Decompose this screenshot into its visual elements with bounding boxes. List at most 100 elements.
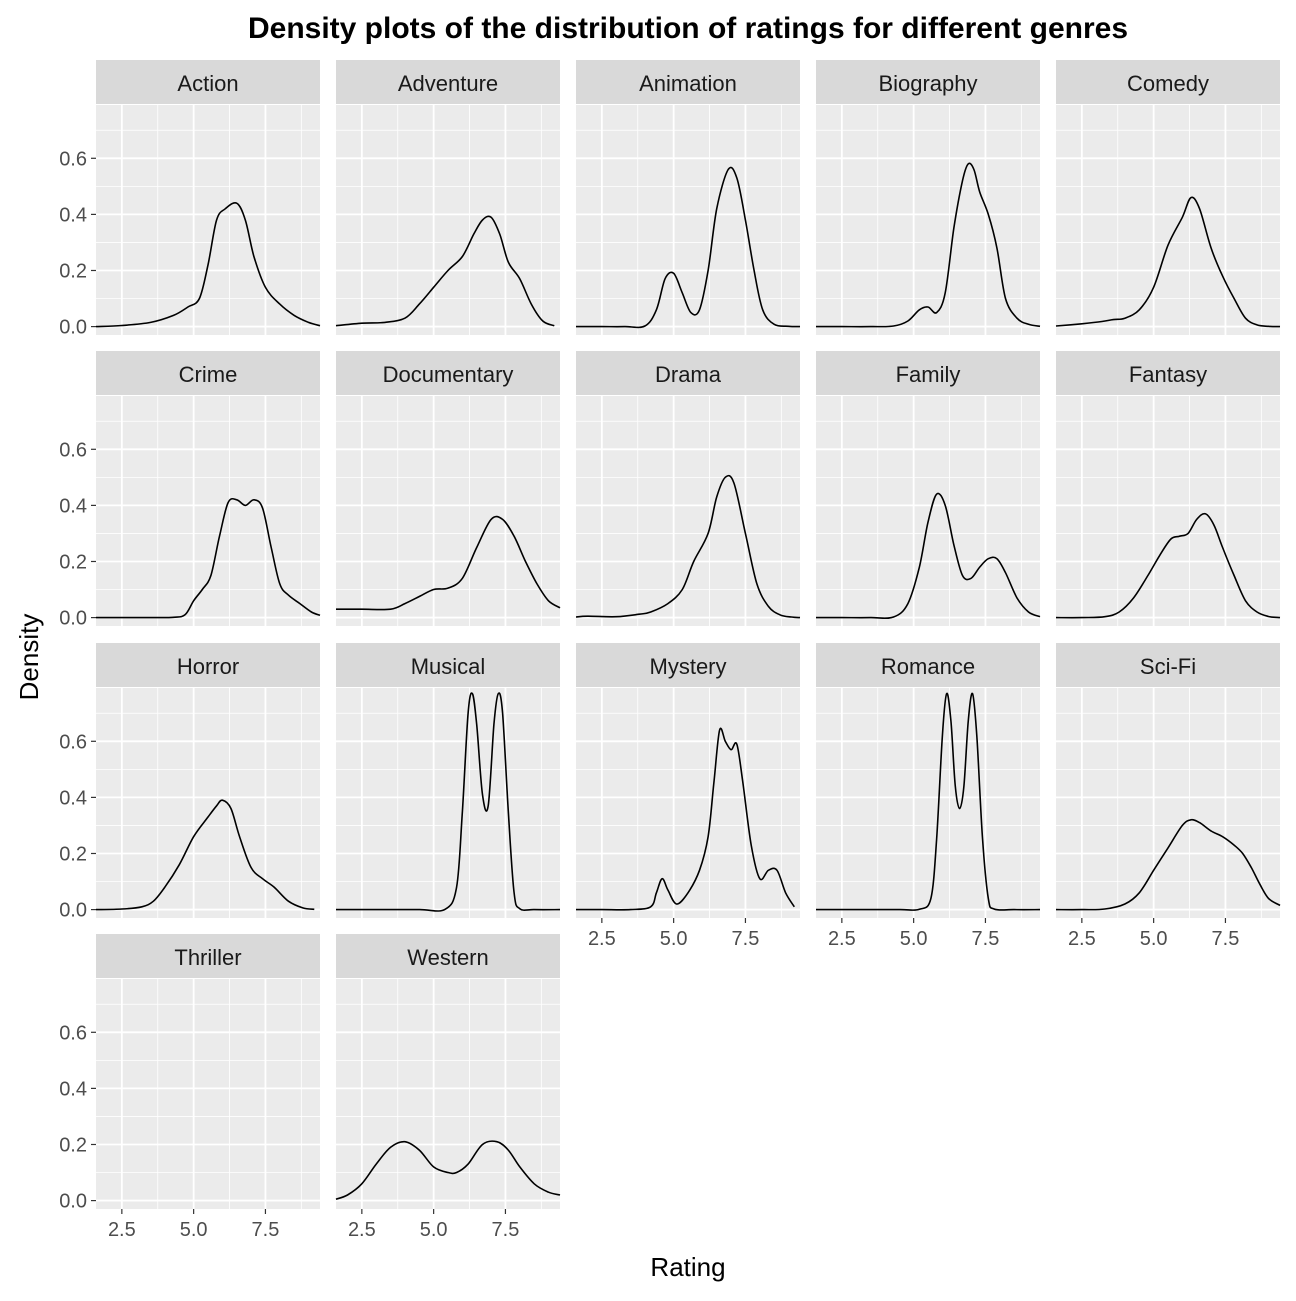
density-line-romance — [816, 692, 1041, 912]
panel-background — [576, 105, 800, 335]
density-line-mystery — [576, 727, 795, 911]
y-tick-label: 0.2 — [59, 551, 87, 573]
y-tick-label: 0.0 — [59, 900, 87, 922]
x-tick-label: 5.0 — [900, 928, 928, 950]
panel-background — [816, 105, 1040, 335]
x-tick-label: 7.5 — [972, 928, 1000, 950]
y-tick-label: 0.6 — [59, 731, 87, 753]
density-line-horror — [95, 799, 315, 911]
density-line-family — [816, 492, 1041, 620]
strip-label: Family — [896, 362, 961, 387]
strip-label: Drama — [655, 362, 722, 387]
density-line-crime — [96, 497, 321, 619]
strip-background — [576, 643, 800, 687]
strip-label: Crime — [179, 362, 238, 387]
strip-background — [96, 351, 320, 395]
panel-background — [336, 105, 560, 335]
x-tick-label: 7.5 — [732, 928, 760, 950]
y-axis-title: Density — [14, 614, 44, 701]
panel-background — [336, 396, 560, 626]
strip-label: Biography — [878, 71, 977, 96]
panel-background — [96, 396, 320, 626]
strip-label: Comedy — [1127, 71, 1209, 96]
strip-background — [576, 60, 800, 104]
x-tick-label: 5.0 — [660, 928, 688, 950]
y-tick-label: 0.2 — [59, 843, 87, 865]
facet-biography: Biography — [816, 60, 1041, 335]
x-tick-label: 5.0 — [420, 1219, 448, 1241]
x-tick-label: 5.0 — [180, 1219, 208, 1241]
strip-label: Animation — [639, 71, 737, 96]
chart-title: Density plots of the distribution of rat… — [248, 12, 1128, 45]
strip-background — [816, 60, 1040, 104]
strip-label: Adventure — [398, 71, 498, 96]
facet-sci-fi: Sci-Fi 2.5 5.0 7.5 — [1055, 643, 1281, 950]
panel-background — [1056, 688, 1280, 918]
x-axis-title: Rating — [650, 1252, 725, 1282]
strip-label: Sci-Fi — [1140, 654, 1196, 679]
panel-background — [96, 979, 320, 1209]
x-tick-label: 2.5 — [1068, 928, 1096, 950]
density-line-biography — [816, 162, 1041, 328]
x-tick-label: 2.5 — [828, 928, 856, 950]
strip-background — [1056, 351, 1280, 395]
panel-background — [96, 688, 320, 918]
facet-mystery: Mystery 2.5 5.0 7.5 — [576, 643, 800, 950]
strip-background — [336, 60, 560, 104]
panel-background — [96, 105, 320, 335]
panel-background — [336, 688, 560, 918]
strip-background — [96, 60, 320, 104]
strip-label: Action — [177, 71, 238, 96]
x-tick-label: 2.5 — [348, 1219, 376, 1241]
density-line-drama — [575, 474, 801, 619]
facet-animation: Animation — [576, 60, 801, 335]
strip-label: Horror — [177, 654, 239, 679]
facet-thriller: Thriller 0.0 0.2 0.4 0.6 2.5 5.0 7.5 — [59, 934, 320, 1241]
facet-action: Action 0.0 0.2 0.4 0.6 — [59, 60, 321, 339]
strip-background — [96, 934, 320, 978]
panel-background — [576, 396, 800, 626]
panel-background — [816, 396, 1040, 626]
density-line-animation — [576, 166, 801, 329]
facet-crime: Crime 0.0 0.2 0.4 0.6 — [59, 351, 321, 630]
strip-label: Romance — [881, 654, 975, 679]
strip-background — [336, 934, 560, 978]
density-line-sci-fi — [1055, 818, 1281, 911]
facet-comedy: Comedy — [1055, 60, 1281, 335]
facet-romance: Romance 2.5 5.0 7.5 — [816, 643, 1041, 950]
facet-drama: Drama — [575, 351, 801, 626]
strip-label: Musical — [411, 654, 486, 679]
x-tick-label: 7.5 — [1212, 928, 1240, 950]
strip-background — [816, 643, 1040, 687]
y-tick-label: 0.6 — [59, 148, 87, 170]
facet-western: Western 2.5 5.0 7.5 — [335, 934, 561, 1241]
x-tick-label: 2.5 — [108, 1219, 136, 1241]
panel-background — [576, 688, 800, 918]
y-tick-label: 0.4 — [59, 204, 87, 226]
strip-background — [336, 351, 560, 395]
y-tick-label: 0.0 — [59, 1191, 87, 1213]
x-tick-label: 7.5 — [492, 1219, 520, 1241]
strip-background — [1056, 60, 1280, 104]
y-tick-label: 0.2 — [59, 1134, 87, 1156]
y-tick-label: 0.6 — [59, 1022, 87, 1044]
facet-adventure: Adventure — [335, 60, 560, 335]
y-tick-label: 0.6 — [59, 439, 87, 461]
panel-background — [816, 688, 1040, 918]
panel-background — [1056, 396, 1280, 626]
y-tick-label: 0.4 — [59, 495, 87, 517]
strip-label: Mystery — [650, 654, 727, 679]
x-tick-label: 7.5 — [252, 1219, 280, 1241]
density-line-musical — [336, 692, 561, 912]
facet-fantasy: Fantasy — [1055, 351, 1281, 626]
density-line-fantasy — [1055, 512, 1281, 619]
facet-documentary: Documentary — [336, 351, 561, 626]
facet-horror: Horror 0.0 0.2 0.4 0.6 — [59, 643, 320, 922]
strip-background — [816, 351, 1040, 395]
facet-panels: Action 0.0 0.2 0.4 0.6 Adventure Animation Biog… — [59, 60, 1281, 1241]
density-line-western — [335, 1140, 561, 1200]
panel-background — [1056, 105, 1280, 335]
strip-background — [1056, 643, 1280, 687]
